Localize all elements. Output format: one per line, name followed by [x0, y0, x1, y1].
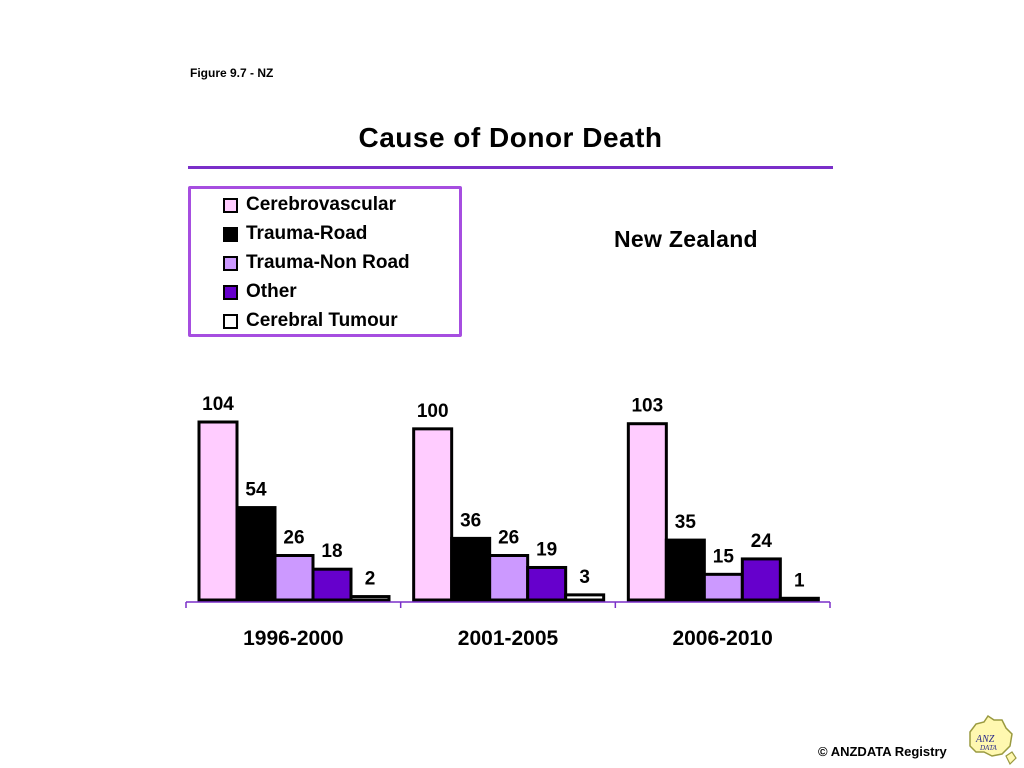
legend-item-trauma-non-road: Trauma-Non Road — [223, 252, 410, 274]
bar-trauma-road-1996-2000 — [235, 506, 277, 602]
legend-label-cerebral-tumour: Cerebral Tumour — [246, 310, 398, 331]
data-label-trauma-road-2006-2010: 35 — [675, 512, 697, 533]
title-divider — [188, 166, 833, 169]
data-label-cerebrovascular-2006-2010: 103 — [631, 396, 663, 417]
bar-trauma-road-2006-2010 — [664, 538, 706, 602]
chart-title: Cause of Donor Death — [358, 122, 663, 153]
figure-label: Figure 9.7 - NZ — [190, 66, 274, 80]
bar-other-2006-2010 — [740, 557, 782, 602]
data-label-cerebrovascular-2001-2005: 100 — [417, 401, 449, 422]
data-label-trauma-road-2001-2005: 36 — [460, 510, 481, 531]
legend-item-other: Other — [223, 281, 297, 303]
legend-swatch-cerebral-tumour — [223, 313, 238, 329]
legend-item-trauma-road: Trauma-Road — [223, 223, 367, 245]
data-label-cerebral-tumour-2001-2005: 3 — [579, 567, 590, 588]
bar-cerebral-tumour-1996-2000 — [349, 595, 391, 602]
data-label-trauma-non-road-2006-2010: 15 — [713, 546, 735, 567]
svg-text:ANZ: ANZ — [975, 734, 995, 745]
bar-cerebral-tumour-2006-2010 — [778, 596, 820, 602]
legend-swatch-trauma-non-road — [223, 255, 238, 271]
legend-label-trauma-road: Trauma-Road — [246, 223, 368, 244]
data-label-other-1996-2000: 18 — [321, 541, 342, 562]
bar-cerebral-tumour-2001-2005 — [564, 593, 606, 602]
data-label-cerebrovascular-1996-2000: 104 — [202, 394, 234, 415]
data-label-cerebral-tumour-1996-2000: 2 — [365, 569, 376, 590]
x-tick-label-2001-2005: 2001-2005 — [458, 627, 559, 650]
legend-item-cerebral-tumour: Cerebral Tumour — [223, 310, 398, 332]
anzdata-logo: ANZ DATA — [969, 714, 1017, 766]
bar-other-1996-2000 — [311, 567, 353, 602]
bar-cerebrovascular-1996-2000 — [197, 420, 239, 602]
legend-swatch-other — [223, 284, 238, 300]
data-label-trauma-non-road-2001-2005: 26 — [498, 528, 519, 549]
legend-label-cerebrovascular: Cerebrovascular — [246, 194, 396, 215]
bar-cerebrovascular-2006-2010 — [626, 422, 668, 602]
bar-cerebrovascular-2001-2005 — [412, 427, 454, 602]
svg-text:DATA: DATA — [979, 744, 997, 752]
bar-trauma-road-2001-2005 — [450, 536, 492, 602]
data-label-trauma-non-road-1996-2000: 26 — [283, 528, 304, 549]
data-label-other-2006-2010: 24 — [751, 531, 773, 552]
x-tick-label-2006-2010: 2006-2010 — [672, 627, 772, 650]
bar-trauma-non-road-2001-2005 — [488, 554, 530, 602]
copyright-credit: © ANZDATA Registry — [818, 744, 947, 759]
bar-trauma-non-road-1996-2000 — [273, 554, 315, 602]
bar-trauma-non-road-2006-2010 — [702, 572, 744, 602]
bar-other-2001-2005 — [526, 565, 568, 602]
legend-label-other: Other — [246, 281, 297, 302]
data-label-cerebral-tumour-2006-2010: 1 — [794, 570, 805, 591]
legend-swatch-trauma-road — [223, 226, 238, 242]
data-label-other-2001-2005: 19 — [536, 539, 557, 560]
data-label-trauma-road-1996-2000: 54 — [245, 480, 267, 501]
legend-item-cerebrovascular: Cerebrovascular — [223, 194, 396, 216]
legend-swatch-cerebrovascular — [223, 197, 238, 213]
chart-subtitle: New Zealand — [614, 226, 758, 252]
chart-legend: Cerebrovascular Trauma-Road Trauma-Non R… — [188, 186, 462, 337]
legend-label-trauma-non-road: Trauma-Non Road — [246, 252, 410, 273]
x-tick-label-1996-2000: 1996-2000 — [243, 627, 343, 650]
